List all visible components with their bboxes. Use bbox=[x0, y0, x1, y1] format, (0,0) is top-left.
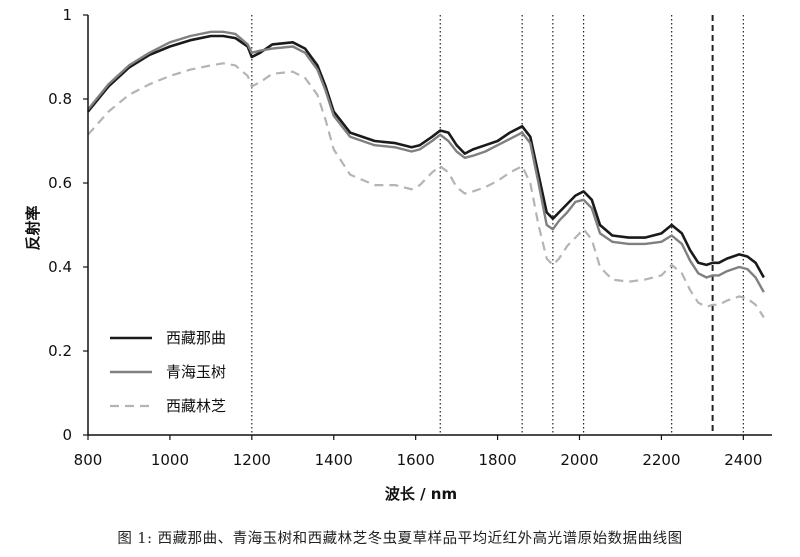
vertical-marker-lines bbox=[251, 15, 744, 435]
series-line-3 bbox=[87, 62, 765, 319]
x-tick-label: 1800 bbox=[478, 451, 516, 469]
y-tick-label: 0.6 bbox=[48, 174, 72, 192]
x-tick-label: 1000 bbox=[151, 451, 189, 469]
y-tick-label: 0 bbox=[62, 426, 72, 444]
y-axis-title: 反射率 bbox=[24, 205, 42, 250]
x-tick-label: 2400 bbox=[724, 451, 762, 469]
y-tick-label: 0.4 bbox=[48, 258, 72, 276]
y-tick-label: 0.8 bbox=[48, 90, 72, 108]
x-tick-label: 2000 bbox=[560, 451, 598, 469]
series-lines bbox=[86, 30, 765, 319]
x-tick-label: 800 bbox=[74, 451, 103, 469]
legend-label-3: 西藏林芝 bbox=[166, 397, 226, 415]
y-tick-label: 1 bbox=[62, 6, 72, 24]
figure-caption: 图 1: 西藏那曲、青海玉树和西藏林芝冬虫夏草样品平均近红外高光谱原始数据曲线图 bbox=[117, 531, 683, 547]
x-tick-label: 1600 bbox=[397, 451, 435, 469]
x-tick-label: 2200 bbox=[642, 451, 680, 469]
x-axis-title: 波长 / nm bbox=[385, 485, 457, 503]
series-line-2 bbox=[87, 30, 765, 293]
x-tick-label: 1400 bbox=[315, 451, 353, 469]
x-tick-label: 1200 bbox=[233, 451, 271, 469]
legend-label-1: 西藏那曲 bbox=[166, 329, 226, 347]
legend-label-2: 青海玉树 bbox=[166, 363, 226, 381]
series-line-1 bbox=[86, 34, 765, 279]
y-tick-label: 0.2 bbox=[48, 342, 72, 360]
